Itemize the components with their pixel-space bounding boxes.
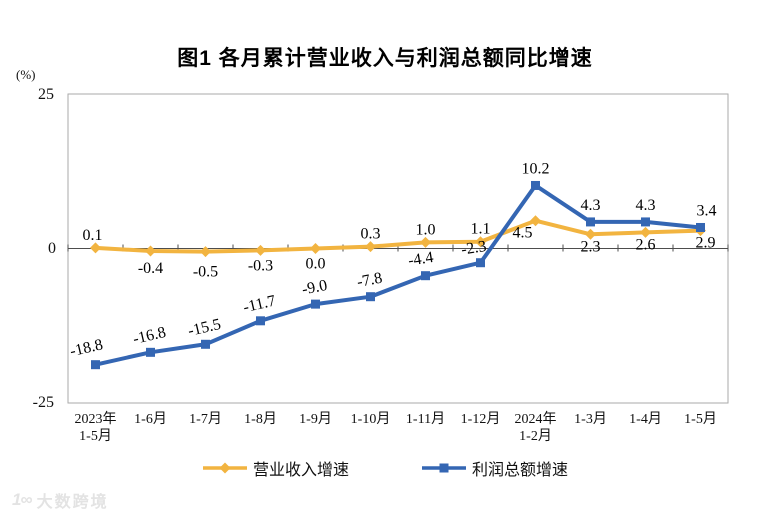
data-label: -16.8 (131, 324, 167, 348)
legend: 营业收入增速 利润总额增速 (0, 456, 770, 480)
legend-label-profit: 利润总额增速 (472, 462, 569, 479)
profit-marker (91, 360, 100, 370)
profit-marker (146, 347, 155, 357)
data-label: -0.5 (193, 264, 218, 281)
revenue-marker (420, 236, 431, 248)
profit-marker (641, 217, 650, 227)
revenue-line (95, 218, 701, 254)
data-label: -4.4 (407, 249, 435, 270)
profit-marker (696, 222, 705, 232)
profit-marker (476, 258, 485, 268)
data-label: -7.8 (356, 270, 384, 292)
data-label: 1.0 (416, 221, 436, 238)
revenue-marker (200, 246, 211, 258)
data-label: -0.4 (138, 260, 163, 277)
data-label: 0.0 (306, 256, 326, 273)
data-label: 2.9 (696, 235, 716, 252)
x-axis-label-6: 1-11月 (405, 412, 446, 427)
watermark-text: 大数跨境 (36, 494, 109, 511)
data-label: 4.3 (636, 197, 656, 214)
revenue-line-icon (202, 462, 247, 474)
x-axis-label-3: 1-8月 (244, 412, 277, 427)
profit-line (95, 183, 701, 367)
profit-marker (366, 292, 375, 302)
revenue-marker (310, 243, 321, 254)
data-label: 0.3 (361, 226, 381, 243)
data-label: 1.1 (471, 221, 491, 238)
data-label: -2.3 (460, 238, 488, 259)
x-axis-label-0: 2023年 1-5月 (74, 412, 117, 444)
chart-title: 图1 各月累计营业收入与利润总额同比增速 (177, 47, 593, 70)
y-tick-label-neg25: -25 (32, 394, 54, 411)
x-axis-label-11: 1-5月 (684, 412, 717, 427)
y-tick-label-0: 0 (48, 240, 56, 257)
x-axis-label-8: 2024年 1-2月 (514, 412, 557, 444)
x-axis-label-10: 1-4月 (629, 412, 662, 427)
revenue-marker (255, 244, 266, 256)
y-axis-unit-label: (%) (16, 67, 36, 82)
data-label: 0.1 (83, 227, 103, 244)
revenue-marker (640, 226, 651, 238)
dashu-logo-icon: 1∞ (12, 490, 33, 509)
legend-item-revenue: 营业收入增速 (202, 456, 349, 480)
x-axis-label-1: 1-6月 (134, 412, 167, 427)
profit-marker (531, 180, 540, 190)
x-axis-label-9: 1-3月 (574, 412, 607, 427)
legend-label-revenue: 营业收入增速 (252, 462, 349, 479)
data-label: -15.5 (186, 316, 222, 340)
x-axis-label-2: 1-7月 (189, 412, 222, 427)
data-label: 3.4 (697, 202, 717, 219)
revenue-marker (530, 215, 541, 227)
profit-marker (256, 316, 265, 326)
profit-marker (421, 271, 430, 281)
data-label: -18.8 (68, 336, 104, 360)
revenue-marker (585, 228, 596, 240)
revenue-marker (145, 245, 156, 257)
profit-marker (311, 299, 320, 309)
data-label: 4.3 (581, 197, 601, 214)
data-label: 2.3 (581, 238, 601, 255)
data-label: -11.7 (242, 292, 278, 316)
x-axis-label-5: 1-10月 (350, 412, 391, 427)
profit-marker (586, 217, 595, 227)
data-label: -9.0 (301, 277, 329, 299)
data-label: -0.3 (248, 257, 273, 274)
revenue-marker (365, 241, 376, 253)
x-axis-label-4: 1-9月 (299, 412, 332, 427)
data-label: 4.5 (513, 225, 533, 242)
watermark: 1∞ 大数跨境 (12, 488, 109, 512)
x-axis-label-7: 1-12月 (460, 412, 501, 427)
profit-marker (201, 339, 210, 349)
profit-line-icon (422, 463, 466, 473)
y-tick-label-25: 25 (38, 86, 54, 103)
legend-item-profit: 利润总额增速 (421, 456, 568, 480)
data-label: 10.2 (522, 160, 550, 177)
revenue-marker (90, 242, 101, 254)
data-label: 2.6 (636, 236, 656, 253)
revenue-marker (475, 236, 486, 248)
